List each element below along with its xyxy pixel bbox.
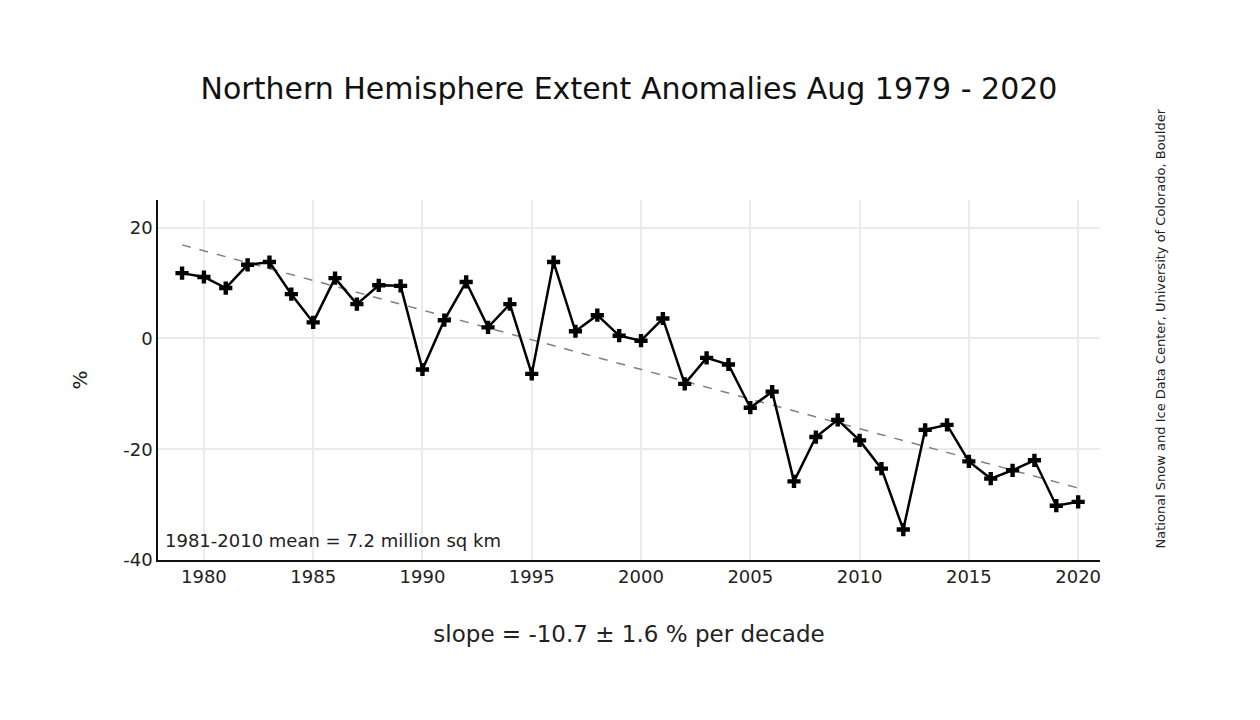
svg-text:2015: 2015	[946, 566, 992, 587]
svg-text:2005: 2005	[727, 566, 773, 587]
svg-text:20: 20	[130, 217, 153, 238]
svg-text:2010: 2010	[837, 566, 883, 587]
svg-text:1980: 1980	[181, 566, 227, 587]
svg-text:%: %	[68, 370, 92, 389]
svg-text:-20: -20	[123, 439, 152, 460]
svg-text:slope = -10.7 ± 1.6 % per deca: slope = -10.7 ± 1.6 % per decade	[433, 621, 824, 647]
svg-text:-40: -40	[123, 549, 152, 570]
svg-text:1990: 1990	[400, 566, 446, 587]
svg-text:1981-2010 mean = 7.2 million s: 1981-2010 mean = 7.2 million sq km	[165, 530, 501, 551]
svg-text:0: 0	[141, 328, 152, 349]
svg-text:2000: 2000	[618, 566, 664, 587]
svg-text:National Snow and Ice Data Cen: National Snow and Ice Data Center, Unive…	[1153, 108, 1168, 548]
svg-text:1995: 1995	[509, 566, 555, 587]
svg-text:Northern Hemisphere Extent Ano: Northern Hemisphere Extent Anomalies Aug…	[201, 71, 1058, 106]
svg-text:2020: 2020	[1055, 566, 1101, 587]
svg-text:1985: 1985	[290, 566, 336, 587]
